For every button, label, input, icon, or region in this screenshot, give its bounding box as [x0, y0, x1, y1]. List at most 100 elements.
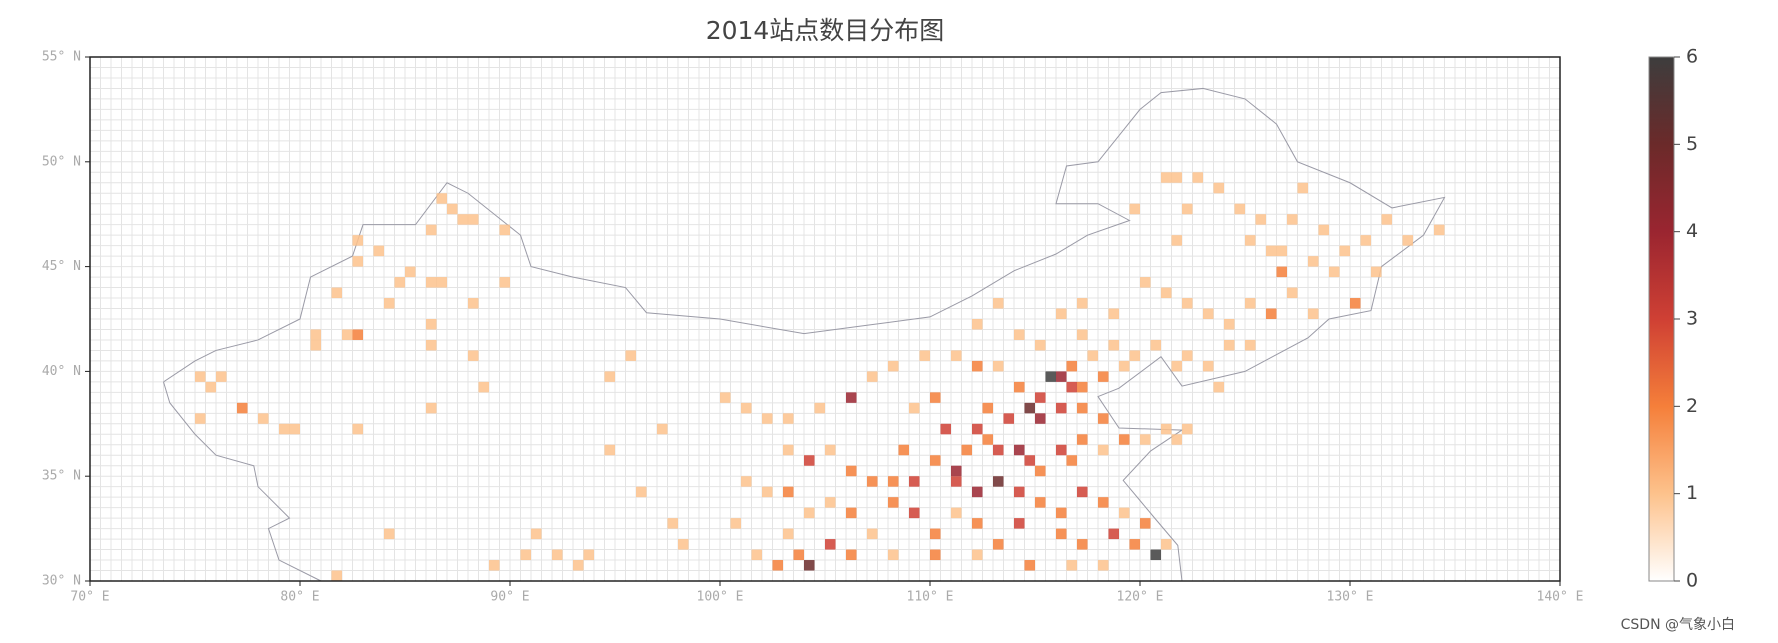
cell	[1360, 235, 1371, 246]
cell	[1077, 298, 1088, 309]
cell	[1066, 381, 1077, 393]
cell	[394, 277, 405, 288]
y-tick-label: 45° N	[42, 259, 81, 274]
cell	[310, 339, 321, 351]
colorbar-tick-label: 4	[1686, 220, 1698, 242]
cell	[552, 549, 563, 561]
cell	[205, 381, 216, 393]
cell	[1150, 339, 1161, 351]
cell	[846, 465, 857, 477]
cell	[846, 392, 857, 403]
cell	[804, 507, 815, 519]
cell	[604, 371, 615, 382]
cell	[951, 465, 962, 477]
colorbar-tick-label: 5	[1686, 133, 1698, 155]
cell	[1182, 298, 1193, 309]
cell	[1077, 381, 1088, 393]
cell	[1371, 266, 1382, 278]
cell	[468, 350, 479, 361]
cell	[1171, 360, 1182, 372]
cell	[1066, 560, 1077, 571]
cell	[1077, 434, 1088, 445]
cell	[1213, 182, 1224, 194]
cell	[604, 444, 615, 456]
cell	[352, 256, 363, 267]
x-tick-label: 130° E	[1327, 590, 1374, 605]
cell	[436, 193, 447, 204]
cell	[636, 486, 647, 498]
cell	[1108, 528, 1119, 540]
cell	[667, 518, 678, 529]
cell	[352, 423, 363, 435]
cell	[982, 402, 993, 414]
cell	[1108, 308, 1119, 319]
cell	[1098, 371, 1109, 382]
cell	[1077, 402, 1088, 414]
cell	[783, 413, 794, 424]
cell	[804, 455, 815, 466]
cell	[1171, 172, 1182, 183]
cell	[1119, 507, 1130, 519]
cell	[1045, 371, 1056, 382]
cell	[1003, 413, 1014, 424]
cell	[783, 528, 794, 540]
cell	[1171, 434, 1182, 445]
cell	[1203, 308, 1214, 319]
cell	[279, 423, 290, 435]
cell	[1161, 539, 1172, 550]
cell	[1234, 203, 1245, 215]
cell	[237, 402, 248, 414]
cell	[982, 434, 993, 445]
cell	[436, 277, 447, 288]
y-tick-label: 35° N	[42, 469, 81, 484]
cell	[678, 539, 689, 550]
cell	[1245, 235, 1256, 246]
cell	[1014, 444, 1025, 456]
cell	[1035, 339, 1046, 351]
cell	[762, 413, 773, 424]
cell	[1098, 413, 1109, 424]
cell	[1119, 434, 1130, 445]
cell	[940, 423, 951, 435]
cell	[1308, 308, 1319, 319]
cell	[1297, 182, 1308, 194]
cell	[216, 371, 227, 382]
cell	[1066, 455, 1077, 466]
cell	[1077, 486, 1088, 498]
cell	[489, 560, 500, 571]
cell	[772, 560, 783, 571]
cell	[888, 360, 899, 372]
cell	[909, 476, 920, 487]
cell	[972, 549, 983, 561]
cell	[384, 528, 395, 540]
cell	[1182, 350, 1193, 361]
plot-frame	[89, 56, 1561, 582]
cell	[384, 298, 395, 309]
cell	[426, 339, 437, 351]
cell	[846, 549, 857, 561]
cell	[531, 528, 542, 540]
cell	[783, 444, 794, 456]
cell	[1035, 413, 1046, 424]
cell	[1224, 339, 1235, 351]
cell	[783, 486, 794, 498]
cell	[1434, 224, 1445, 236]
cell	[972, 360, 983, 372]
cell	[426, 402, 437, 414]
x-tick-label: 100° E	[697, 590, 744, 605]
cell	[909, 402, 920, 414]
cell	[331, 287, 342, 299]
cell	[972, 486, 983, 498]
colorbar-tick-label: 1	[1686, 482, 1698, 504]
x-tick-label: 70° E	[70, 590, 109, 605]
cell	[930, 528, 941, 540]
y-tick-label: 50° N	[42, 154, 81, 169]
cell	[1329, 266, 1340, 278]
cell	[1056, 308, 1067, 319]
cell	[888, 476, 899, 487]
cell	[804, 560, 815, 571]
cell	[741, 402, 752, 414]
cell	[1140, 277, 1151, 288]
cell	[730, 518, 741, 529]
